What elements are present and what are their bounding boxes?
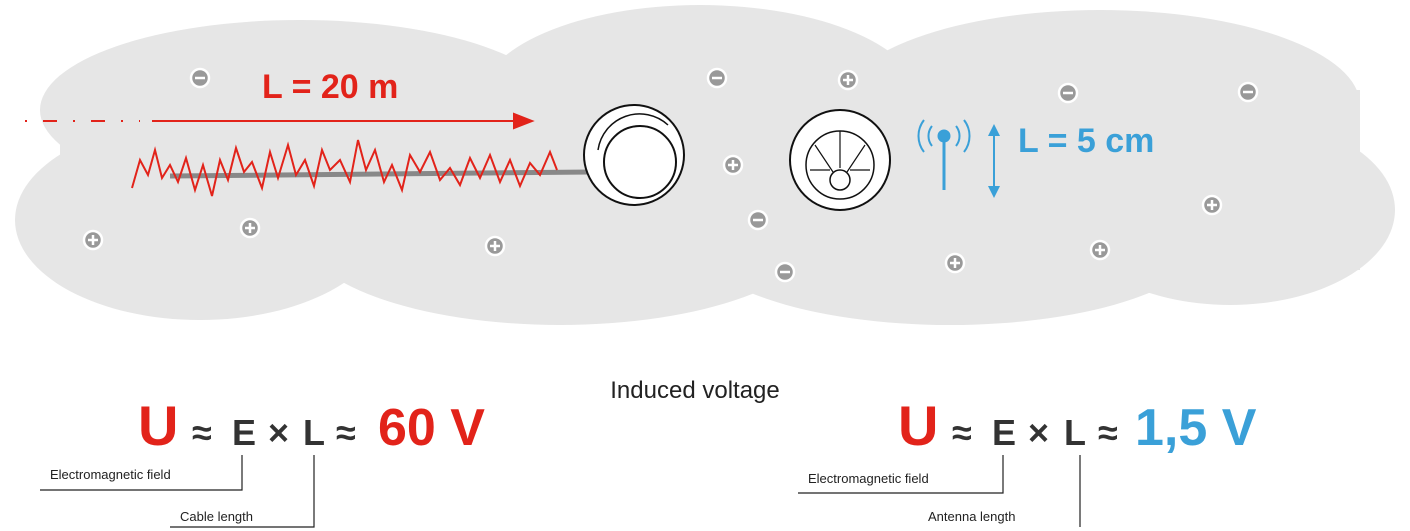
length: L (303, 412, 325, 453)
length-label: Antenna length (928, 509, 1015, 524)
times: × (268, 412, 289, 453)
formula-wired: U ≈ E × L ≈ 60 V Electromagnetic field C… (40, 394, 485, 528)
wireless-length: L = 5 cm (1018, 122, 1154, 160)
symbol: U (898, 394, 938, 457)
interference (131, 139, 558, 197)
field: E (232, 412, 256, 453)
field-label: Electromagnetic field (50, 467, 171, 482)
wired-length: L = 20 m (262, 68, 398, 106)
approx: ≈ (1098, 412, 1118, 453)
field-label: Electromagnetic field (808, 471, 929, 486)
wireless-detector (789, 109, 891, 211)
times: × (1028, 412, 1049, 453)
approx: ≈ (336, 412, 356, 453)
symbol: U (138, 394, 178, 457)
formula-wireless: U ≈ E × L ≈ 1,5 V Electromagnetic field … (798, 394, 1257, 527)
cloud (15, 5, 1395, 325)
result: 1,5 V (1135, 399, 1257, 457)
approx: ≈ (192, 412, 212, 453)
wired-length-arrow (25, 112, 535, 130)
length: L (1064, 412, 1086, 453)
wired-detector (583, 104, 685, 206)
field: E (992, 412, 1016, 453)
charges (82, 67, 1259, 283)
approx: ≈ (952, 412, 972, 453)
antenna (917, 119, 1000, 198)
result: 60 V (378, 399, 485, 457)
length-label: Cable length (180, 509, 253, 524)
center-label: Induced voltage (610, 377, 779, 404)
